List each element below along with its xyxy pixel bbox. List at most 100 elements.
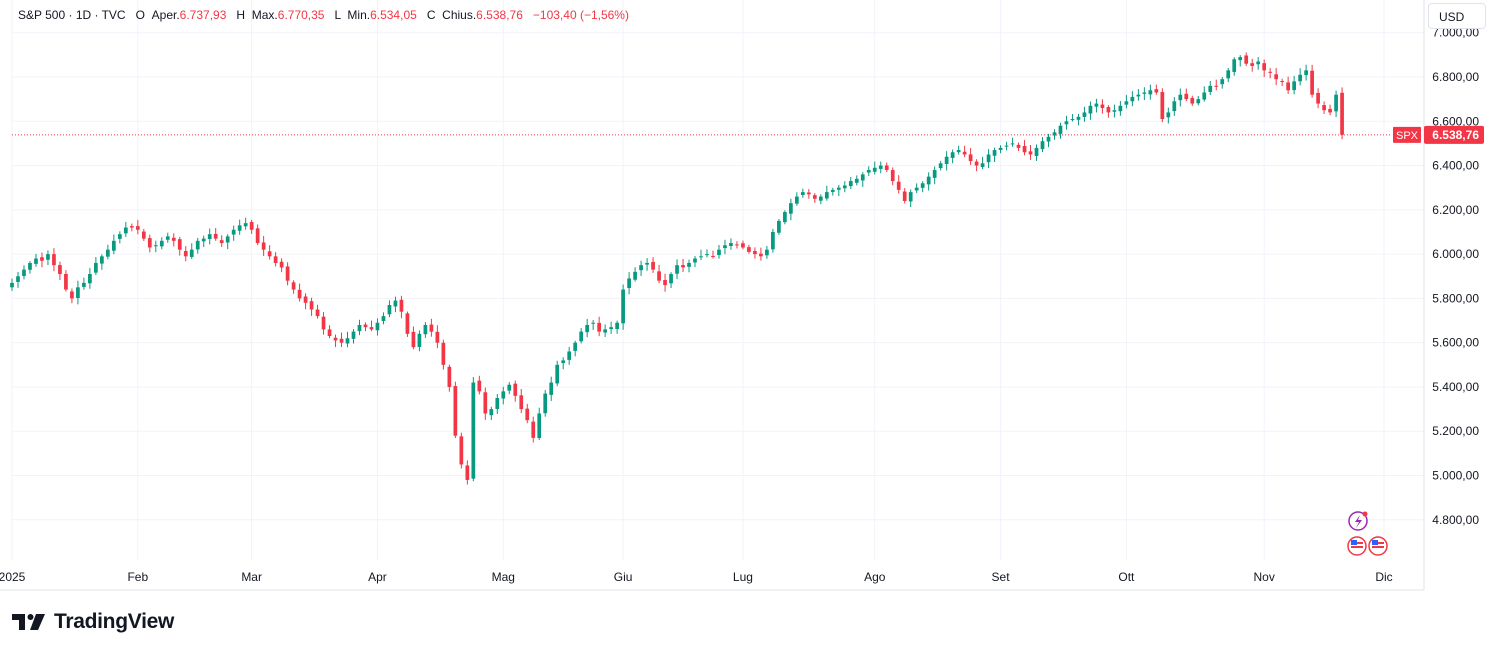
candle-up: [848, 176, 853, 189]
candle-body: [46, 254, 50, 260]
candle-body: [1040, 141, 1045, 150]
candle-body: [393, 300, 398, 307]
candle-down: [663, 273, 667, 292]
candle-body: [555, 364, 560, 384]
candle-down: [339, 332, 344, 348]
candle-body: [339, 338, 344, 343]
symbol-line[interactable]: S&P 500 · 1D · TVC: [18, 8, 126, 22]
candle-body: [1088, 105, 1093, 114]
candle-down: [261, 235, 266, 256]
candle-body: [267, 251, 272, 257]
candle-body: [729, 243, 733, 246]
candle-body: [1328, 108, 1332, 113]
candle-body: [405, 313, 410, 334]
candle-body: [369, 327, 374, 330]
candle-body: [471, 382, 476, 479]
candle-up: [549, 376, 554, 401]
candle-body: [1226, 70, 1231, 79]
candle-up: [824, 185, 829, 201]
candle-down: [453, 381, 458, 439]
candle-up: [537, 407, 542, 440]
candle-up: [771, 228, 775, 253]
candle-up: [375, 318, 380, 336]
high-name: Max.: [251, 8, 278, 22]
candle-body: [10, 282, 14, 288]
y-tick-label: 6.200,00: [1432, 203, 1479, 217]
candle-body: [651, 261, 655, 270]
candle-up: [914, 183, 919, 194]
candle-body: [417, 333, 422, 347]
candle-body: [824, 192, 829, 199]
candle-up: [591, 320, 596, 330]
candle-down: [279, 258, 284, 273]
candle-body: [147, 238, 152, 248]
candle-body: [129, 226, 134, 228]
notification-dot-icon: [1362, 511, 1368, 517]
brand-logo[interactable]: TradingView: [12, 608, 174, 636]
candle-body: [64, 273, 68, 290]
candle-down: [896, 175, 901, 194]
candle-body: [573, 342, 578, 351]
candle-body: [123, 227, 128, 234]
candle-down: [741, 240, 745, 250]
candle-body: [1244, 55, 1249, 64]
candle-body: [261, 242, 266, 250]
candle-up: [22, 265, 26, 280]
candle-body: [477, 380, 482, 392]
candle-up: [1094, 98, 1099, 113]
candle-body: [974, 161, 979, 166]
candle-body: [1268, 71, 1273, 73]
candle-body: [681, 265, 685, 268]
candle-up: [998, 145, 1003, 154]
candle-down: [58, 261, 62, 280]
candle-body: [998, 147, 1003, 150]
candle-body: [866, 169, 871, 173]
candle-up: [818, 194, 823, 205]
x-tick-label: Lug: [733, 570, 753, 584]
candle-up: [920, 181, 925, 193]
candle-up: [717, 244, 721, 259]
candle-down: [303, 293, 308, 310]
candle-body: [1280, 81, 1285, 83]
price-tag-symbol: SPX: [1396, 130, 1419, 142]
candle-up: [94, 257, 98, 276]
x-tick-label: Dic: [1375, 570, 1392, 584]
candle-up: [986, 149, 991, 169]
candle-up: [1220, 77, 1225, 89]
candle-body: [279, 261, 284, 268]
candle-up: [687, 259, 691, 273]
candle-up: [1118, 100, 1123, 116]
candle-body: [633, 271, 637, 280]
candle-body: [135, 226, 140, 230]
candle-body: [501, 391, 506, 399]
candle-up: [231, 225, 236, 241]
candle-up: [1004, 141, 1009, 151]
candle-body: [435, 331, 440, 343]
candle-down: [129, 223, 134, 232]
candle-body: [106, 249, 110, 257]
candle-down: [52, 248, 56, 272]
candle-body: [195, 240, 200, 250]
candle-body: [669, 274, 673, 284]
candle-up: [783, 210, 787, 225]
last-price-tag: SPX 6.538,76: [1393, 125, 1484, 144]
candle-body: [243, 223, 248, 227]
candle-up: [555, 360, 560, 387]
candle-body: [968, 154, 973, 162]
candle-body: [1160, 91, 1165, 120]
candle-body: [387, 305, 392, 315]
candle-body: [465, 465, 470, 480]
candle-body: [1034, 147, 1039, 156]
candle-body: [1022, 145, 1027, 153]
currency-button[interactable]: USD: [1428, 3, 1486, 29]
low-name: Min.: [347, 8, 371, 22]
candle-body: [1154, 89, 1159, 93]
candle-up: [423, 322, 428, 338]
candle-body: [1256, 61, 1261, 65]
candle-down: [321, 312, 326, 335]
candle-down: [1214, 79, 1219, 91]
candle-body: [483, 392, 488, 414]
candle-up: [795, 192, 799, 206]
